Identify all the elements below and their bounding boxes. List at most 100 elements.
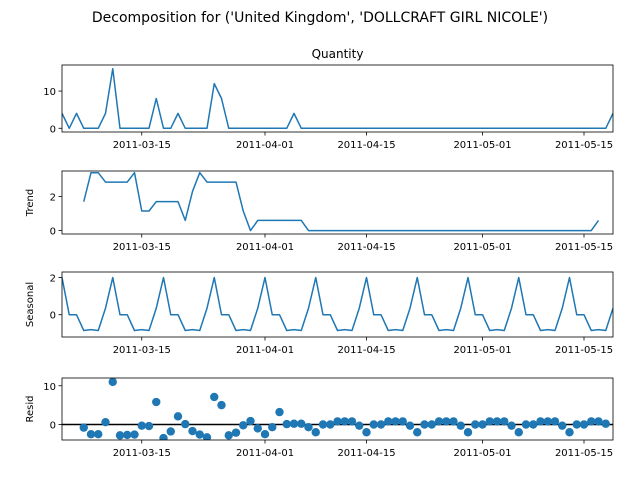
resid-point: 2011-03-18: -3.5 bbox=[159, 433, 168, 440]
resid-point: 2011-03-14: -2.6 bbox=[130, 430, 139, 439]
panel-resid-frame bbox=[61, 377, 614, 441]
resid-point: 2011-03-16: -0.4 bbox=[144, 421, 154, 431]
resid-point: 2011-04-05: 0.2 bbox=[289, 419, 299, 428]
panel-quantity-frame bbox=[61, 64, 614, 133]
resid-point: 2011-03-19: -1.8 bbox=[166, 427, 175, 436]
series-line-quantity bbox=[62, 67, 613, 130]
resid-point: 2011-03-27: -2.8 bbox=[224, 431, 233, 440]
resid-point: 2011-04-23: 0 bbox=[420, 420, 429, 429]
resid-point: 2011-04-30: 0 bbox=[471, 420, 480, 429]
y-axis-label-trend: Trend bbox=[25, 189, 36, 217]
resid-point: 2011-05-06: -2 bbox=[514, 428, 523, 437]
panel-resid-plot-area: 2011-03-07: -0.82011-03-08: -2.52011-03-… bbox=[62, 378, 613, 440]
resid-point: 2011-03-22: -1.7 bbox=[188, 426, 197, 436]
x-tick-label-seasonal: 2011-05-01 bbox=[453, 345, 511, 356]
x-tick-label-resid: 2011-04-15 bbox=[337, 448, 395, 459]
x-tick-label-quantity: 2011-05-01 bbox=[453, 140, 511, 151]
resid-point: 2011-05-18: 0.2 bbox=[601, 419, 610, 428]
resid-point: 2011-04-14: -0.3 bbox=[355, 421, 364, 430]
y-tick-label-trend: 0 bbox=[50, 227, 56, 238]
x-tick-label-quantity: 2011-05-15 bbox=[555, 140, 613, 151]
resid-point: 2011-05-09: 0.8 bbox=[536, 417, 545, 426]
resid-point: 2011-03-09: -2.5 bbox=[94, 429, 103, 439]
resid-point: 2011-04-25: 0.8 bbox=[434, 417, 444, 426]
y-tick-label-seasonal: 2 bbox=[50, 274, 56, 285]
resid-point: 2011-04-17: 0 bbox=[376, 420, 386, 429]
resid-point: 2011-04-09: 0 bbox=[318, 420, 328, 429]
resid-point: 2011-04-20: 0.8 bbox=[398, 417, 407, 426]
resid-point: 2011-04-12: 0.8 bbox=[340, 417, 349, 426]
resid-point: 2011-05-10: 0.8 bbox=[543, 417, 552, 426]
resid-point: 2011-03-20: 2.1 bbox=[173, 412, 183, 421]
resid-point: 2011-04-19: 0.8 bbox=[391, 417, 400, 426]
panel-trend: 0 2 2011-03-15 2011-04-01 2011-04-15 2011-05-… bbox=[25, 170, 614, 253]
y-tick-label-quantity: 0 bbox=[50, 124, 56, 135]
y-tick-label-seasonal: 0 bbox=[50, 311, 56, 322]
resid-point: 2011-05-02: 0.8 bbox=[485, 417, 494, 426]
resid-point: 2011-04-15: -2 bbox=[362, 428, 371, 437]
resid-point: 2011-05-12: -0.3 bbox=[558, 421, 567, 430]
resid-point: 2011-04-21: -0.3 bbox=[405, 421, 415, 430]
resid-point: 2011-04-11: 0.8 bbox=[333, 417, 342, 426]
x-tick-label-quantity: 2011-04-01 bbox=[236, 140, 294, 151]
resid-point: 2011-05-04: 0.8 bbox=[500, 417, 509, 426]
resid-point: 2011-04-18: 0.8 bbox=[384, 417, 393, 426]
resid-point: 2011-03-10: 0.6 bbox=[101, 417, 110, 427]
x-tick-label-resid: 2011-03-15 bbox=[113, 448, 171, 459]
panels-group: 0 10 2011-03-15 2011-04-01 2011-04-15 2011-05… bbox=[25, 47, 614, 459]
series-line-trend bbox=[83, 171, 600, 232]
x-tick-label-seasonal: 2011-03-15 bbox=[113, 345, 171, 356]
x-tick-label-quantity: 2011-04-15 bbox=[337, 140, 395, 151]
resid-point: 2011-05-11: 0.8 bbox=[550, 417, 560, 426]
panel-trend-frame bbox=[61, 170, 614, 235]
resid-point: 2011-04-22: -2 bbox=[413, 428, 422, 437]
x-tick-label-resid: 2011-05-01 bbox=[453, 448, 511, 459]
resid-point: 2011-03-31: -1 bbox=[253, 424, 262, 433]
resid-point: 2011-04-29: -2 bbox=[463, 428, 473, 437]
x-tick-label-resid: 2011-05-15 bbox=[555, 448, 613, 459]
resid-point: 2011-03-30: 0.9 bbox=[246, 416, 255, 426]
resid-point: 2011-04-28: -0.3 bbox=[456, 421, 465, 430]
y-axis-label-seasonal: Seasonal bbox=[25, 282, 36, 327]
resid-point: 2011-05-07: 0 bbox=[521, 420, 531, 429]
panel-quantity: 0 10 2011-03-15 2011-04-01 2011-04-15 2011-05… bbox=[43, 47, 614, 151]
resid-point: 2011-04-26: 0.8 bbox=[442, 417, 451, 426]
y-axis-label-resid: Resid bbox=[25, 396, 36, 423]
x-tick-label-quantity: 2011-03-15 bbox=[113, 140, 171, 151]
panel-seasonal: 0 2 2011-03-15 2011-04-01 2011-04-15 2011-05-… bbox=[25, 271, 614, 356]
x-tick-label-resid: 2011-04-01 bbox=[236, 448, 294, 459]
resid-point: 2011-04-06: 0.2 bbox=[297, 419, 306, 428]
series-line-seasonal bbox=[62, 276, 613, 332]
resid-point: 2011-03-15: -0.3 bbox=[137, 421, 146, 430]
x-tick-label-seasonal: 2011-04-01 bbox=[236, 345, 294, 356]
resid-point: 2011-04-07: -0.7 bbox=[304, 423, 313, 432]
resid-point: 2011-05-05: -0.3 bbox=[507, 421, 516, 430]
resid-point: 2011-04-16: 0 bbox=[369, 420, 378, 429]
panel-title-quantity: Quantity bbox=[312, 47, 364, 61]
figure-suptitle: Decomposition for ('United Kingdom', 'DO… bbox=[92, 10, 548, 26]
resid-point: 2011-04-08: -2 bbox=[311, 428, 320, 437]
panel-resid: 2011-03-07: -0.82011-03-08: -2.52011-03-… bbox=[25, 377, 614, 459]
x-tick-label-trend: 2011-05-15 bbox=[555, 242, 613, 253]
resid-point: 2011-04-03: 3.2 bbox=[275, 407, 284, 417]
y-tick-label-resid: 0 bbox=[50, 421, 56, 432]
x-tick-label-trend: 2011-04-01 bbox=[236, 242, 294, 253]
resid-point: 2011-04-10: 0 bbox=[326, 420, 335, 429]
resid-point: 2011-04-02: -0.7 bbox=[268, 423, 277, 432]
resid-point: 2011-05-13: -2 bbox=[565, 428, 574, 437]
x-tick-label-seasonal: 2011-04-15 bbox=[337, 345, 395, 356]
panel-seasonal-plot-area bbox=[62, 276, 613, 332]
resid-point: 2011-03-17: 5.8 bbox=[152, 397, 161, 407]
x-tick-label-trend: 2011-03-15 bbox=[113, 242, 171, 253]
y-tick-label-resid: 10 bbox=[43, 382, 56, 393]
resid-point: 2011-03-23: -2.6 bbox=[195, 430, 204, 439]
panel-seasonal-frame bbox=[61, 271, 614, 338]
resid-point: 2011-03-26: 5 bbox=[217, 400, 226, 410]
resid-point: 2011-04-13: 0.8 bbox=[347, 417, 357, 426]
resid-point: 2011-05-08: 0 bbox=[529, 420, 538, 429]
resid-point: 2011-05-03: 0.8 bbox=[492, 417, 502, 426]
resid-point: 2011-03-13: -2.7 bbox=[123, 430, 132, 440]
resid-point: 2011-03-29: -0.2 bbox=[239, 421, 248, 430]
